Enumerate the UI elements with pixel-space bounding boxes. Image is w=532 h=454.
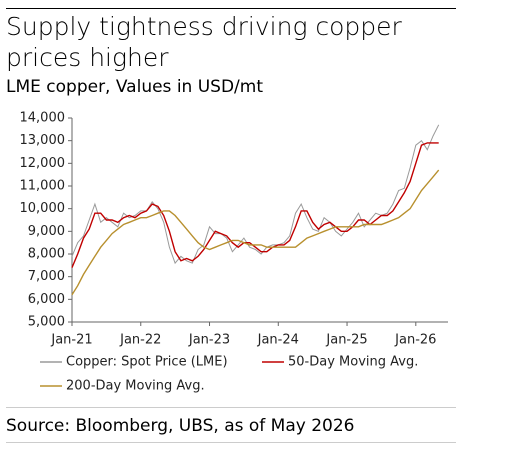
y-tick-label: 10,000 xyxy=(20,201,66,216)
x-tick-label: Jan-26 xyxy=(394,333,436,348)
x-tick-label: Jan-21 xyxy=(50,333,92,348)
chart-title: Supply tightness driving copper prices h… xyxy=(6,8,456,73)
y-tick-label: 14,000 xyxy=(20,111,66,126)
series-line xyxy=(71,124,440,265)
y-tick-label: 6,000 xyxy=(28,292,65,307)
y-tick-label: 12,000 xyxy=(20,156,66,171)
source-note: Source: Bloomberg, UBS, as of May 2026 xyxy=(6,407,456,443)
chart: 5,000 6,000 7,000 8,000 9,000 10,000 11,000 12,… xyxy=(20,111,448,394)
y-tick-label: 8,000 xyxy=(28,247,65,262)
y-tick-label: 7,000 xyxy=(28,269,65,284)
y-tick-label: 9,000 xyxy=(28,224,65,239)
x-tick-label: Jan-25 xyxy=(325,333,367,348)
x-tick-label: Jan-23 xyxy=(188,333,230,348)
y-tick-label: 5,000 xyxy=(28,315,65,330)
series-line xyxy=(71,169,440,296)
y-tick-label: 11,000 xyxy=(20,179,66,194)
x-tick-label: Jan-24 xyxy=(257,333,299,348)
chart-subtitle: LME copper, Values in USD/mt xyxy=(6,77,263,97)
y-tick-label: 13,000 xyxy=(20,133,66,148)
legend-label: 200-Day Moving Avg. xyxy=(66,379,205,394)
x-tick-label: Jan-22 xyxy=(119,333,161,348)
legend-label: 50-Day Moving Avg. xyxy=(288,355,418,370)
legend-label: Copper: Spot Price (LME) xyxy=(66,355,228,370)
series-line xyxy=(71,142,439,268)
